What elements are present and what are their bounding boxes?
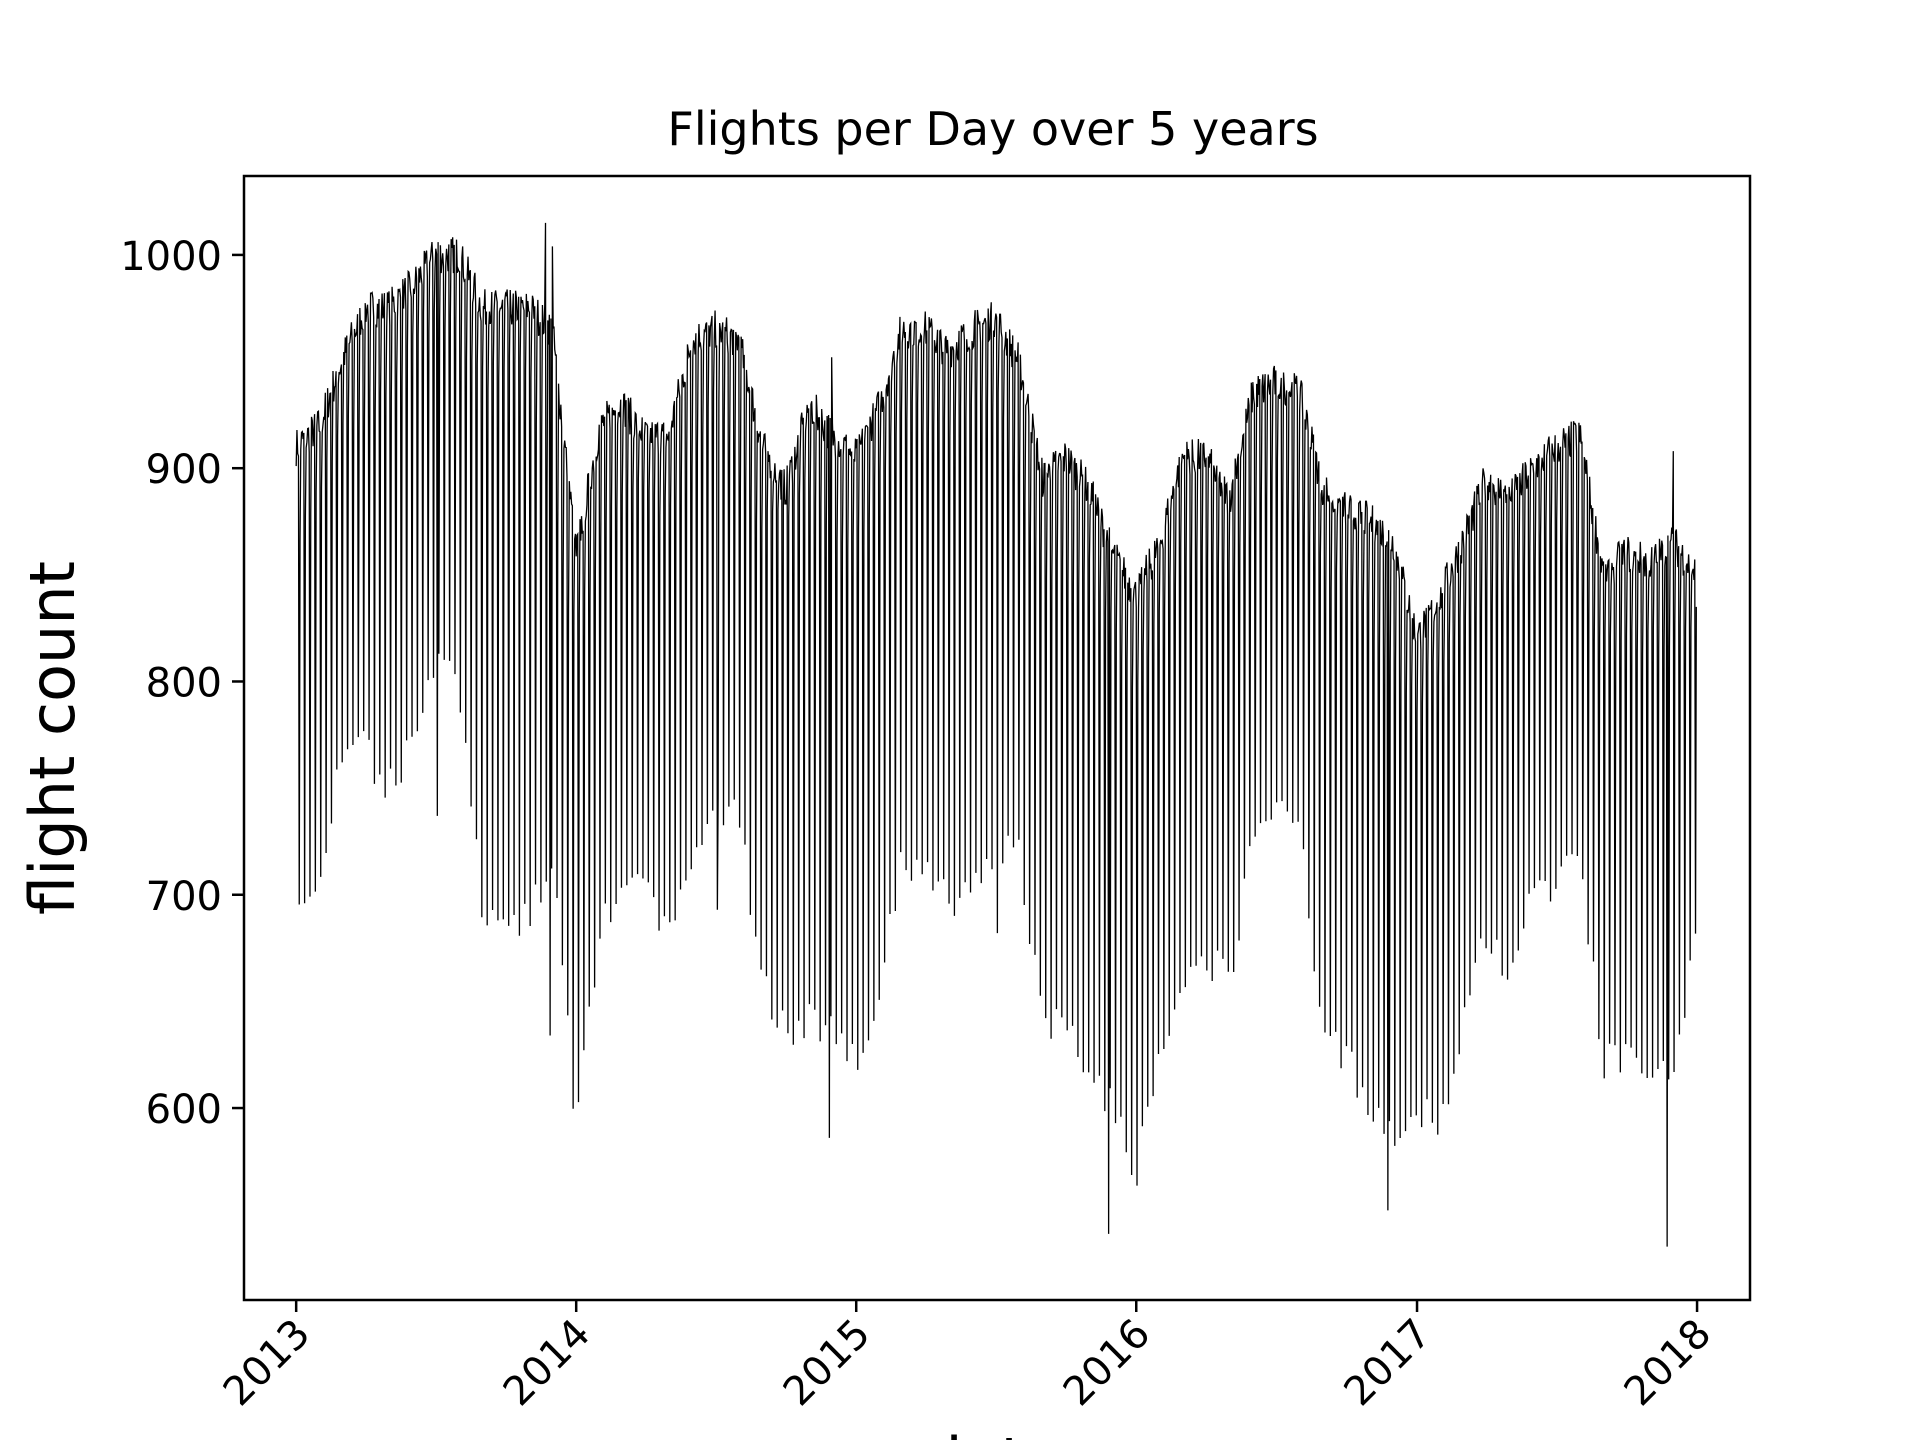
x-axis-label: date — [923, 1424, 1063, 1440]
plot-frame — [242, 174, 1752, 1302]
y-axis: 600 700 800 900 1000 — [120, 234, 244, 1133]
y-tick-label: 600 — [146, 1087, 222, 1133]
series-line-flight-count — [295, 222, 1697, 1247]
y-tick-label: 1000 — [120, 234, 222, 280]
plot-area — [295, 222, 1697, 1247]
y-axis-label: flight count — [16, 561, 89, 915]
chart-title: Flights per Day over 5 years — [667, 102, 1318, 156]
y-tick-label: 700 — [146, 874, 222, 920]
y-tick-label: 800 — [146, 660, 222, 706]
y-tick-label: 900 — [146, 447, 222, 493]
